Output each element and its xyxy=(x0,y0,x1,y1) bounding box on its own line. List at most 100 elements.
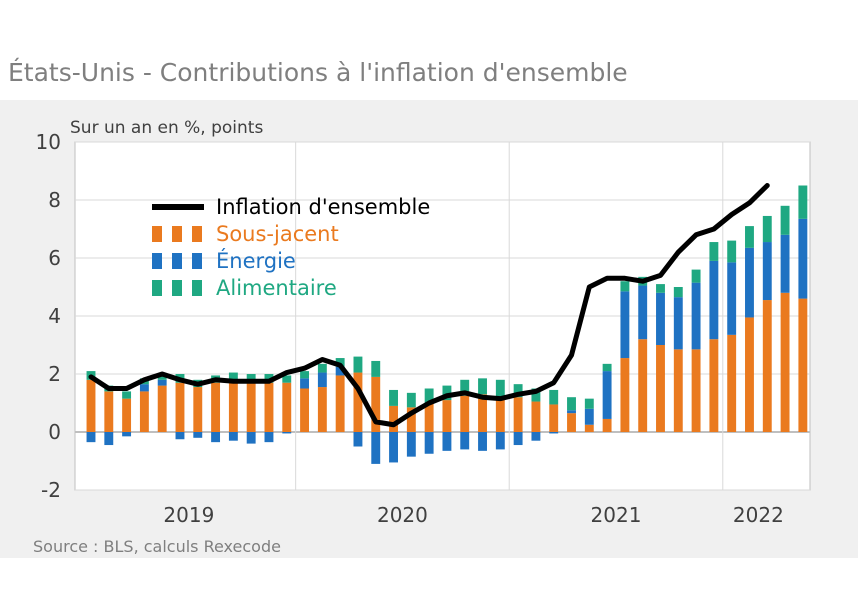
bar-alimentaire xyxy=(353,356,363,373)
bar-alimentaire xyxy=(531,388,541,402)
bar-sous-jacent xyxy=(673,349,683,432)
bar-sous-jacent xyxy=(567,413,576,432)
x-tick-label: 2019 xyxy=(163,503,214,527)
bar-energie xyxy=(122,432,132,437)
bar-energie xyxy=(104,432,114,446)
headline-inflation-line xyxy=(88,183,770,428)
legend-label: Alimentaire xyxy=(216,276,337,300)
bar-alimentaire xyxy=(460,379,470,396)
bar-sous-jacent xyxy=(727,334,737,432)
chart-panel: -2 0 2 4 6 8 10 2019 2020 2021 2022 Sur un an en … xyxy=(0,100,858,558)
bar-alimentaire xyxy=(228,372,238,382)
y-tick-label: 4 xyxy=(48,304,61,328)
bar-sous-jacent xyxy=(389,405,398,432)
legend-label: Sous-jacent xyxy=(216,222,339,246)
bar-sous-jacent xyxy=(104,391,114,432)
bar-energie xyxy=(371,432,381,464)
bar-energie xyxy=(86,432,96,443)
bar-energie xyxy=(495,432,505,450)
bar-sous-jacent xyxy=(371,376,381,432)
bar-sous-jacent xyxy=(246,382,256,432)
x-tick-label: 2022 xyxy=(733,503,784,527)
bar-alimentaire xyxy=(513,384,523,398)
bar-sous-jacent xyxy=(157,385,167,432)
bar-alimentaire xyxy=(246,374,256,383)
bar-energie xyxy=(157,379,167,386)
y-tick-label: -2 xyxy=(41,478,61,502)
bar-sous-jacent xyxy=(122,398,132,432)
bar-sous-jacent xyxy=(584,424,594,432)
bar-sous-jacent xyxy=(211,382,221,432)
bar-alimentaire xyxy=(424,388,434,403)
bar-alimentaire xyxy=(602,363,612,372)
legend-swatch-bar xyxy=(152,226,162,242)
legend-swatch-bar xyxy=(152,280,162,296)
bar-energie xyxy=(638,285,648,340)
bar-alimentaire xyxy=(727,240,737,263)
bar-sous-jacent xyxy=(709,339,719,432)
bar-energie xyxy=(211,432,221,443)
bar-energie xyxy=(139,384,149,392)
bar-sous-jacent xyxy=(300,388,310,432)
y-tick-label: 10 xyxy=(36,130,61,154)
bar-alimentaire xyxy=(762,215,772,243)
bar-alimentaire xyxy=(780,205,790,235)
bar-sous-jacent xyxy=(531,401,541,432)
bar-sous-jacent xyxy=(282,382,292,432)
bar-energie xyxy=(762,242,772,301)
bar-sous-jacent xyxy=(228,381,238,432)
bar-alimentaire xyxy=(709,242,719,261)
bar-energie xyxy=(228,432,238,441)
bar-energie xyxy=(531,432,541,441)
bar-energie xyxy=(424,432,434,454)
bar-energie xyxy=(175,432,185,440)
bar-alimentaire xyxy=(620,281,630,292)
bar-energie xyxy=(389,432,398,463)
legend-swatch-bar xyxy=(192,253,202,269)
legend-swatch-bar xyxy=(172,253,182,269)
bar-alimentaire xyxy=(406,392,416,408)
bar-sous-jacent xyxy=(335,375,345,432)
chart: -2 0 2 4 6 8 10 2019 2020 2021 2022 Sur un an en … xyxy=(33,118,811,556)
bar-energie xyxy=(264,432,274,443)
bar-energie xyxy=(709,260,719,340)
bar-sous-jacent xyxy=(495,397,505,432)
bar-energie xyxy=(656,292,665,345)
bar-energie xyxy=(620,291,630,359)
bar-alimentaire xyxy=(567,397,576,411)
bar-sous-jacent xyxy=(691,349,701,432)
bar-energie xyxy=(353,432,363,447)
bar-alimentaire xyxy=(282,375,292,383)
bar-energie xyxy=(513,432,523,446)
bar-sous-jacent xyxy=(798,298,808,432)
bar-alimentaire xyxy=(584,398,594,409)
bar-energie xyxy=(549,432,559,434)
legend-swatch-bar xyxy=(172,226,182,242)
bar-sous-jacent xyxy=(317,387,327,432)
bar-alimentaire xyxy=(549,389,559,405)
x-axis: 2019 2020 2021 2022 xyxy=(163,503,783,527)
bars xyxy=(86,185,808,464)
bar-sous-jacent xyxy=(762,300,772,432)
bar-sous-jacent xyxy=(656,345,665,432)
bar-alimentaire xyxy=(798,185,808,219)
bar-energie xyxy=(193,432,203,438)
bar-energie xyxy=(780,234,790,293)
bar-energie xyxy=(602,371,612,419)
bar-sous-jacent xyxy=(478,394,487,432)
bar-energie xyxy=(727,262,737,335)
y-axis: -2 0 2 4 6 8 10 xyxy=(36,130,61,502)
bar-energie xyxy=(300,378,310,389)
legend-label: Énergie xyxy=(216,248,296,273)
legend-swatch-bar xyxy=(152,253,162,269)
bar-energie xyxy=(745,247,754,318)
bar-sous-jacent xyxy=(620,358,630,432)
bar-sous-jacent xyxy=(86,379,96,432)
x-tick-label: 2020 xyxy=(377,503,428,527)
y-tick-label: 0 xyxy=(48,420,61,444)
legend-swatch-bar xyxy=(172,280,182,296)
bar-energie xyxy=(335,366,345,376)
bar-energie xyxy=(246,432,256,444)
bar-alimentaire xyxy=(371,360,381,377)
